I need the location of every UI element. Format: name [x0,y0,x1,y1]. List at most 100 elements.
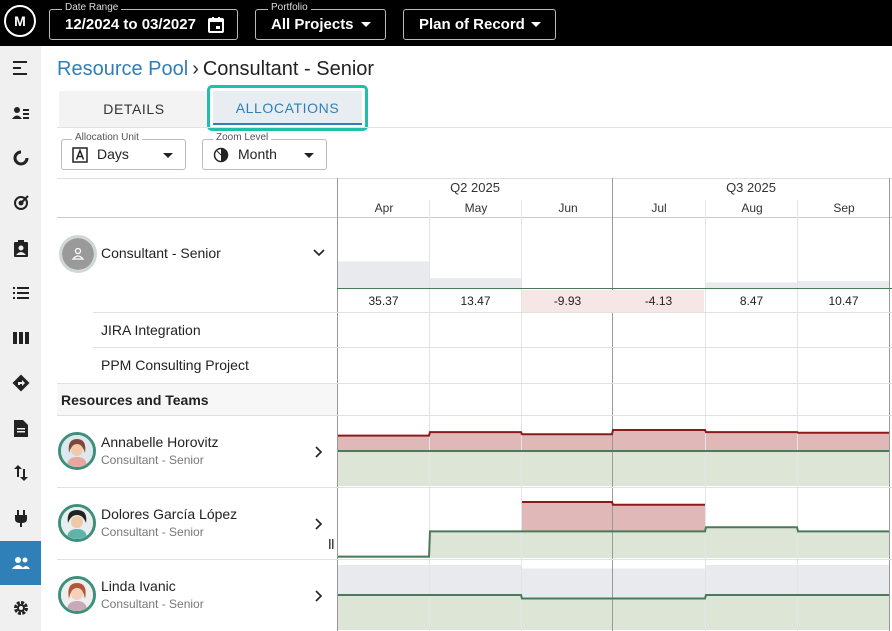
quarter-divider [612,178,613,631]
plan-value: Plan of Record [419,16,525,33]
date-range-picker[interactable]: Date Range 12/2024 to 03/2027 [49,2,238,40]
date-range-label: Date Range [62,2,122,14]
chevron-right-icon[interactable] [315,518,323,530]
capacity-bar [430,451,521,486]
calendar-icon[interactable] [207,16,225,34]
role-baseline [337,288,892,289]
over-allocation-line [522,501,705,506]
people-list-icon[interactable] [0,91,41,135]
zoom-level-label: Zoom Level [213,132,272,144]
capacity-line [338,594,889,600]
quarter-label: Q3 2025 [726,180,776,195]
row-divider [57,487,892,488]
month-label: May [464,201,488,215]
pie-chart-icon[interactable] [0,136,41,180]
chevron-right-icon[interactable] [315,590,323,602]
project-name[interactable]: JIRA Integration [101,322,201,338]
row-divider [57,559,892,560]
capacity-bar [706,451,797,486]
avatar [58,432,96,470]
role-avatar [59,235,97,273]
resource-role: Consultant - Senior [101,453,204,467]
document-icon[interactable] [0,406,41,450]
row-divider [93,347,892,348]
list-icon[interactable] [0,271,41,315]
allocation-unit-label: Allocation Unit [72,132,142,144]
quarter-divider [889,178,890,631]
capacity-bar [338,451,429,486]
tab-divider [57,127,892,128]
role-name: Consultant - Senior [101,245,221,261]
month-label: Sep [833,201,855,215]
over-allocation-bar [613,504,705,532]
tab-allocations-label: ALLOCATIONS [213,91,362,125]
capacity-bar [706,527,797,558]
person-icon [62,238,94,270]
team-icon[interactable] [0,541,41,585]
section-title: Resources and Teams [61,392,209,408]
app-logo[interactable]: M [4,5,36,37]
resource-role: Consultant - Senior [101,525,204,539]
tab-details[interactable]: DETAILS [59,91,209,127]
contrast-icon [213,147,229,163]
person-avatar-icon [61,435,93,467]
chevron-down-icon[interactable] [313,249,325,257]
capacity-bar [798,595,889,630]
capacity-bar [430,595,521,630]
resize-handle-icon[interactable] [329,539,334,549]
grid-split-line [337,178,338,631]
resource-name[interactable]: Linda Ivanic [101,578,176,594]
month-label: Jul [651,201,667,215]
over-allocation-bar [522,434,612,451]
row-divider [57,383,892,384]
over-allocation-bar [338,435,429,451]
plug-icon[interactable] [0,496,41,540]
capacity-line [338,526,889,558]
resource-name[interactable]: Dolores García López [101,506,238,522]
over-allocation-bar [430,432,521,451]
row-divider [57,415,892,416]
capacity-bar [522,598,612,630]
chevron-down-icon [531,22,541,27]
project-name[interactable]: PPM Consulting Project [101,357,249,373]
swap-vertical-icon[interactable] [0,451,41,495]
month-label: Aug [741,201,763,215]
allocation-unit-select[interactable]: Allocation Unit Days [61,132,186,170]
month-label: Apr [374,201,394,215]
quarter-label: Q2 2025 [450,180,500,195]
role-value-jul: -4.13 [613,290,704,312]
capacity-bar [430,531,521,558]
resource-name[interactable]: Annabelle Horovitz [101,434,219,450]
capacity-bar [798,451,889,486]
over-allocation-bar [522,502,612,532]
chevron-right-icon[interactable] [315,446,323,458]
target-icon[interactable] [0,181,41,225]
zoom-level-value: Month [238,146,277,162]
tab-allocations[interactable]: ALLOCATIONS [207,85,368,131]
plan-select[interactable]: Plan of Record [403,9,556,40]
role-value-may: 13.47 [460,294,491,308]
chevron-down-icon [361,22,371,27]
avatar [58,504,96,542]
directions-icon[interactable] [0,361,41,405]
breadcrumb: Resource Pool › Consultant - Senior [57,58,374,81]
grid-header-border [57,217,892,218]
clipboard-user-icon[interactable] [0,226,41,270]
breadcrumb-resource-pool[interactable]: Resource Pool [57,58,189,80]
over-allocation-bar [798,432,889,451]
columns-icon[interactable] [0,316,41,360]
font-size-icon [72,147,88,163]
avatar [58,576,96,614]
date-range-value: 12/2024 to 03/2027 [65,16,196,33]
settings-icon[interactable] [0,586,41,630]
menu-collapse-icon[interactable] [0,46,41,90]
zoom-level-select[interactable]: Zoom Level Month [202,132,327,170]
portfolio-select[interactable]: Portfolio All Projects [255,2,386,40]
page-title: Consultant - Senior [202,58,375,80]
role-capacity-bar [798,281,889,288]
portfolio-value: All Projects [271,16,354,33]
portfolio-label: Portfolio [268,2,311,14]
role-value-jun: -9.93 [522,290,613,312]
section-header: Resources and Teams [57,384,337,416]
